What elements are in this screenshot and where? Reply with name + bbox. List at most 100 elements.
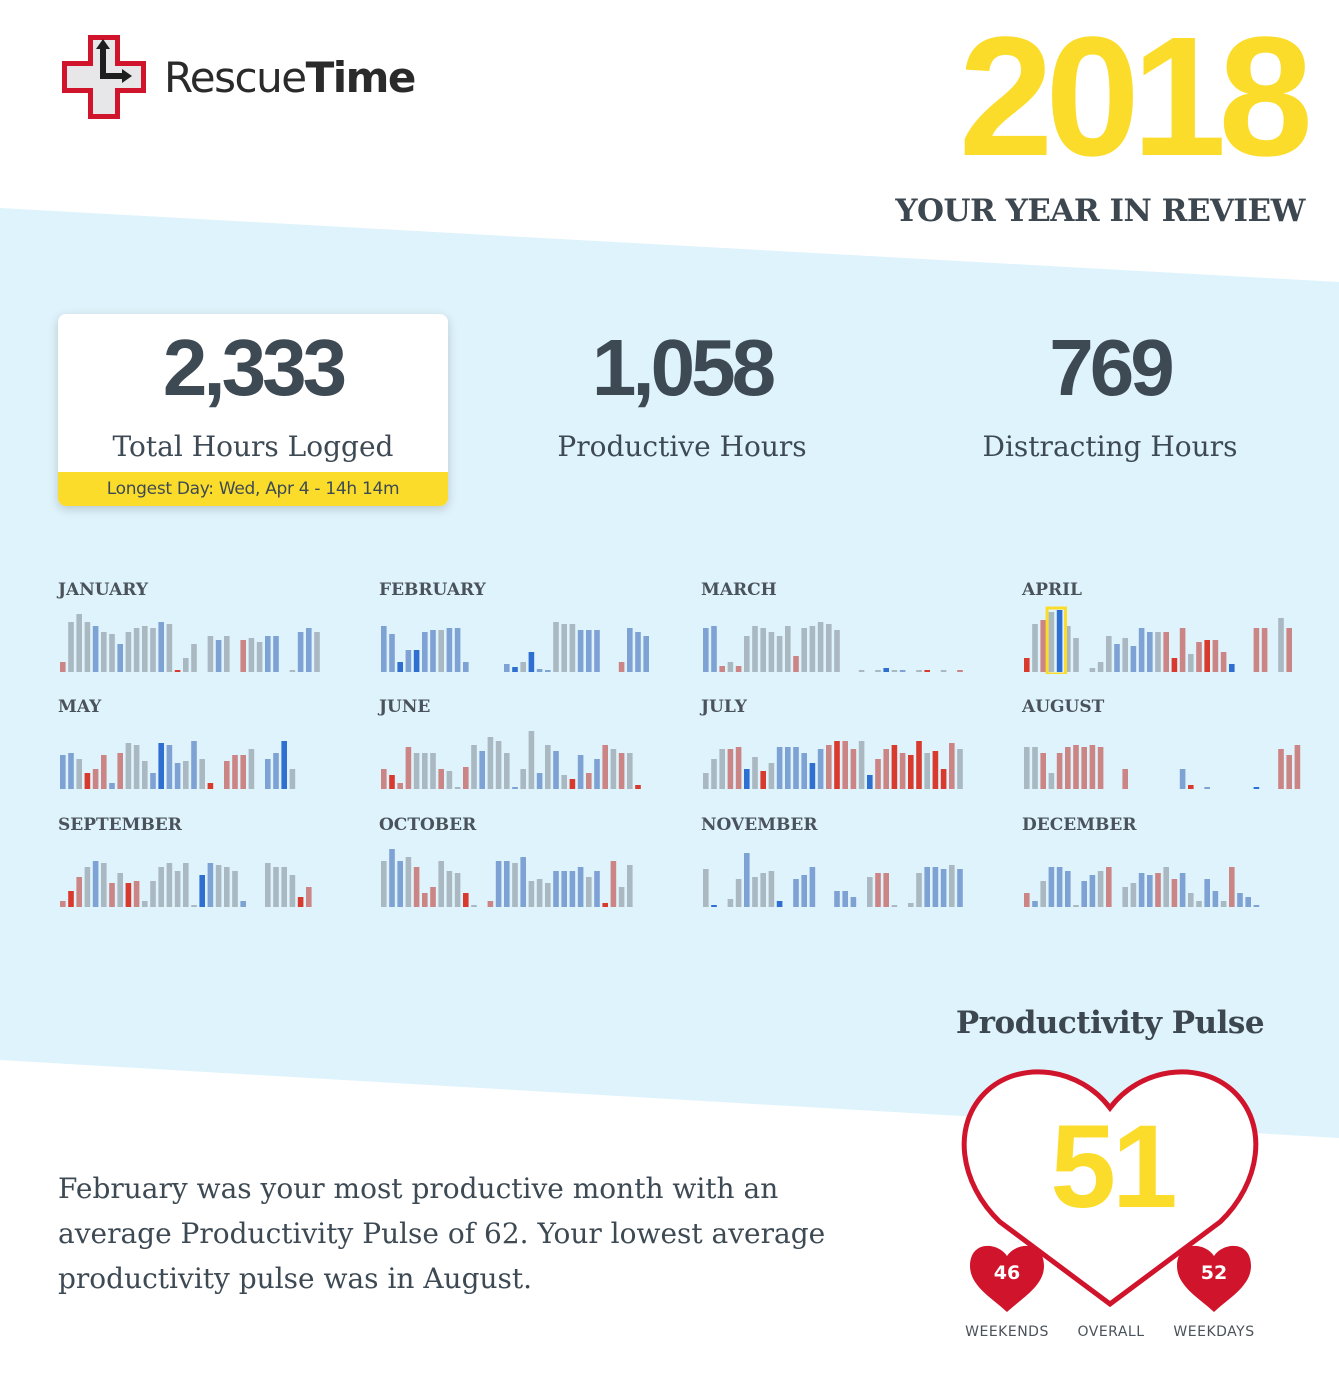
day-bar[interactable] — [760, 873, 766, 907]
day-bar[interactable] — [265, 636, 271, 672]
day-bar[interactable] — [1204, 640, 1210, 672]
day-bar[interactable] — [174, 670, 181, 672]
day-bar[interactable] — [719, 666, 725, 672]
day-bar[interactable] — [924, 867, 930, 907]
day-bar[interactable] — [957, 749, 963, 789]
day-bar[interactable] — [776, 636, 783, 672]
day-bar[interactable] — [224, 761, 230, 789]
day-bar[interactable] — [875, 873, 881, 907]
day-bar[interactable] — [545, 745, 551, 789]
day-bar[interactable] — [405, 857, 412, 907]
day-bar[interactable] — [84, 622, 91, 672]
day-bar[interactable] — [826, 745, 832, 789]
day-bar[interactable] — [569, 779, 576, 789]
day-bar[interactable] — [248, 749, 255, 789]
day-bar[interactable] — [545, 670, 551, 672]
day-bar[interactable] — [133, 628, 140, 672]
day-bar[interactable] — [809, 626, 816, 672]
day-bar[interactable] — [76, 877, 82, 907]
day-bar[interactable] — [454, 628, 461, 672]
day-bar[interactable] — [166, 745, 173, 789]
day-bar[interactable] — [1040, 753, 1046, 789]
day-bar[interactable] — [752, 877, 758, 907]
day-bar[interactable] — [479, 751, 485, 789]
day-bar[interactable] — [273, 753, 279, 789]
day-bar[interactable] — [1253, 905, 1260, 907]
day-bar[interactable] — [520, 857, 526, 907]
day-bar[interactable] — [875, 670, 881, 672]
day-bar[interactable] — [842, 891, 848, 907]
day-bar[interactable] — [916, 741, 922, 789]
month-june[interactable]: JUNE — [379, 697, 659, 797]
day-bar[interactable] — [908, 903, 914, 907]
day-bar[interactable] — [125, 883, 132, 907]
day-bar[interactable] — [1106, 636, 1112, 672]
day-bar[interactable] — [438, 861, 444, 907]
day-bar[interactable] — [92, 626, 99, 672]
day-bar[interactable] — [785, 626, 791, 672]
day-bar[interactable] — [793, 656, 799, 672]
day-bar[interactable] — [776, 901, 783, 907]
day-bar[interactable] — [760, 771, 766, 789]
day-bar[interactable] — [1048, 867, 1055, 907]
day-bar[interactable] — [471, 905, 477, 907]
month-october[interactable]: OCTOBER — [379, 815, 659, 915]
day-bar[interactable] — [158, 622, 164, 672]
day-bar[interactable] — [1056, 753, 1063, 789]
day-bar[interactable] — [314, 632, 320, 672]
day-bar[interactable] — [826, 624, 832, 672]
day-bar[interactable] — [1163, 867, 1169, 907]
day-bar[interactable] — [561, 775, 567, 789]
day-bar[interactable] — [940, 670, 947, 672]
day-bar[interactable] — [248, 638, 255, 672]
day-bar[interactable] — [1261, 628, 1268, 672]
day-bar[interactable] — [133, 881, 140, 907]
day-bar[interactable] — [916, 873, 922, 907]
day-bar[interactable] — [142, 626, 148, 672]
month-december[interactable]: DECEMBER — [1022, 815, 1302, 915]
day-bar[interactable] — [735, 666, 742, 672]
day-bar[interactable] — [867, 775, 873, 789]
day-bar[interactable] — [1097, 871, 1104, 907]
day-bar[interactable] — [809, 867, 816, 907]
day-bar[interactable] — [446, 871, 453, 907]
day-bar[interactable] — [289, 769, 296, 789]
day-bar[interactable] — [883, 873, 889, 907]
day-bar[interactable] — [487, 901, 494, 907]
day-bar[interactable] — [512, 667, 518, 672]
day-bar[interactable] — [594, 630, 600, 672]
day-bar[interactable] — [1155, 873, 1161, 907]
day-bar[interactable] — [627, 628, 633, 672]
day-bar[interactable] — [1286, 755, 1292, 789]
day-bar[interactable] — [125, 743, 132, 789]
day-bar[interactable] — [1212, 640, 1219, 672]
day-bar[interactable] — [635, 632, 641, 672]
month-august[interactable]: AUGUST — [1022, 697, 1302, 797]
day-bar[interactable] — [536, 669, 543, 672]
day-bar[interactable] — [117, 644, 123, 672]
day-bar[interactable] — [174, 763, 181, 789]
day-bar[interactable] — [512, 787, 518, 789]
day-bar[interactable] — [273, 636, 279, 672]
day-bar[interactable] — [1114, 644, 1120, 672]
day-bar[interactable] — [1089, 745, 1096, 789]
day-bar[interactable] — [297, 897, 304, 907]
day-bar[interactable] — [1040, 620, 1046, 672]
day-bar[interactable] — [703, 869, 709, 907]
day-bar[interactable] — [817, 622, 824, 672]
month-may[interactable]: MAY — [58, 697, 338, 797]
day-bar[interactable] — [643, 636, 649, 672]
day-bar[interactable] — [627, 753, 633, 789]
day-bar[interactable] — [1294, 745, 1301, 789]
day-bar[interactable] — [1081, 747, 1087, 789]
day-bar[interactable] — [932, 751, 939, 789]
day-bar[interactable] — [899, 753, 906, 789]
day-bar[interactable] — [504, 664, 510, 672]
day-bar[interactable] — [199, 759, 205, 789]
day-bar[interactable] — [1122, 887, 1128, 907]
day-bar[interactable] — [727, 749, 734, 789]
day-bar[interactable] — [150, 881, 156, 907]
day-bar[interactable] — [207, 863, 214, 907]
day-bar[interactable] — [1188, 893, 1194, 907]
day-bar[interactable] — [297, 632, 304, 672]
